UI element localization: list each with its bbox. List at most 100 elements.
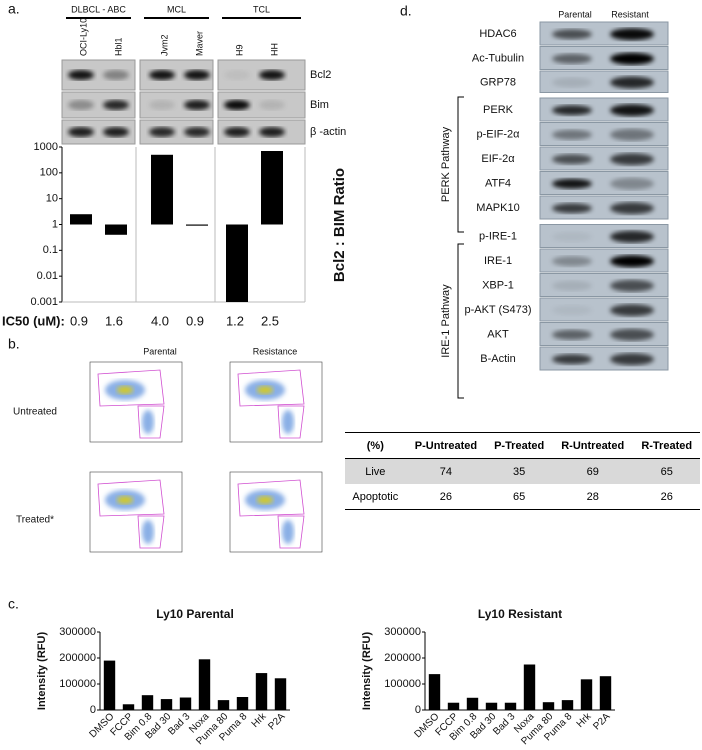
table-cell: 69: [552, 458, 634, 484]
flow-plot: [229, 471, 323, 553]
table-cell: 28: [586, 490, 599, 503]
bar: [70, 214, 92, 225]
blot-band: [68, 127, 94, 137]
blot-label: Bim: [310, 99, 329, 111]
blot-band: [224, 127, 250, 137]
blot-band: [610, 52, 654, 65]
ic50-value: 1.6: [105, 313, 123, 328]
blot-band: [103, 100, 129, 110]
y-tick-label: 0: [90, 704, 96, 716]
blot-band: [552, 354, 592, 365]
bar: [186, 224, 208, 226]
blot-band: [552, 29, 592, 40]
row-label: Treated*: [16, 515, 54, 526]
blot-band: [552, 154, 592, 165]
blot-band: [610, 304, 654, 317]
bar: [151, 154, 173, 225]
blot-band: [552, 53, 592, 64]
blot-band: [552, 129, 592, 140]
bar: [523, 664, 536, 710]
x-tick-label: Hrk: [250, 711, 269, 730]
y-axis-label: Intensity (RFU): [36, 632, 48, 711]
lane-label: Hbl1: [113, 37, 123, 56]
column-label: Parental: [558, 9, 592, 19]
blot-band: [224, 100, 250, 110]
gate: [237, 369, 305, 407]
bar: [447, 702, 460, 710]
table-cell: Apoptotic: [352, 490, 399, 503]
y-tick-label: 0.1: [43, 244, 58, 256]
cell-cloud: [142, 410, 154, 434]
blot-band: [103, 70, 129, 80]
cell-cloud: [257, 496, 273, 504]
blot-band: [610, 28, 654, 41]
flow-plot: [89, 471, 183, 553]
blot-band: [184, 70, 210, 80]
bar: [105, 224, 127, 235]
protein-label: XBP-1: [482, 280, 514, 292]
blot-band: [610, 202, 654, 215]
x-tick-label: Hrk: [575, 711, 594, 730]
table-row: Live 74 35 69 65: [345, 458, 700, 484]
bar: [504, 702, 517, 710]
lane-label: Jvm2: [159, 34, 169, 56]
protein-label: Ac-Tubulin: [472, 53, 524, 65]
blot-band: [552, 105, 592, 116]
group-label: TCL: [253, 4, 270, 14]
blot-label: β -actin: [310, 126, 346, 138]
y-tick-label: 300000: [59, 626, 96, 638]
bar: [198, 659, 211, 710]
group-label: MCL: [167, 4, 186, 14]
y-tick-label: 200000: [59, 652, 96, 664]
protein-label: p-IRE-1: [479, 231, 517, 243]
y-tick-label: 0.001: [30, 296, 58, 308]
blot-band: [610, 153, 654, 166]
lane-label: Maver: [194, 31, 204, 56]
y-tick-label: 200000: [384, 652, 421, 664]
blot-band: [149, 70, 175, 80]
ic50-value: 4.0: [151, 313, 169, 328]
y-tick-label: 1: [52, 218, 58, 230]
table-cell: Live: [345, 458, 406, 484]
bar: [226, 224, 248, 302]
blot-band: [259, 100, 285, 110]
bar: [179, 697, 192, 710]
pathway-label: IRE-1 Pathway: [440, 284, 452, 358]
x-tick-label: Bad 3: [166, 711, 193, 738]
bar: [255, 673, 268, 710]
protein-label: EIF-2α: [481, 153, 515, 165]
ic50-value: 0.9: [186, 313, 204, 328]
protein-label: GRP78: [480, 76, 516, 88]
cell-cloud: [117, 496, 133, 504]
gate: [137, 405, 165, 439]
bar: [599, 676, 612, 710]
gate: [97, 369, 165, 407]
blot-band: [224, 70, 250, 80]
x-tick-label: P2A: [591, 711, 612, 732]
protein-label: HDAC6: [479, 28, 516, 40]
protein-label: B-Actin: [480, 353, 515, 365]
blot-band: [610, 279, 654, 292]
gate: [97, 479, 165, 517]
pathway-bracket: [457, 243, 464, 399]
blot-band: [259, 127, 285, 137]
y-tick-label: 100000: [59, 678, 96, 690]
cell-cloud: [142, 520, 154, 544]
x-tick-label: P2A: [266, 711, 287, 732]
y-tick-label: 0.01: [37, 270, 58, 282]
protein-label: MAPK10: [476, 202, 519, 214]
blot-band: [149, 100, 175, 110]
flow-plot: [229, 361, 323, 443]
gate: [137, 515, 165, 549]
flow-plot: [89, 361, 183, 443]
ic50-value: 2.5: [261, 313, 279, 328]
column-label: Parental: [143, 346, 177, 356]
cell-cloud: [282, 520, 294, 544]
blot-band: [552, 178, 592, 189]
y-tick-label: 1000: [34, 141, 58, 153]
gate: [277, 405, 305, 439]
row-label: Untreated: [13, 407, 57, 418]
table-cell: 65: [633, 458, 700, 484]
blot-band: [149, 127, 175, 137]
